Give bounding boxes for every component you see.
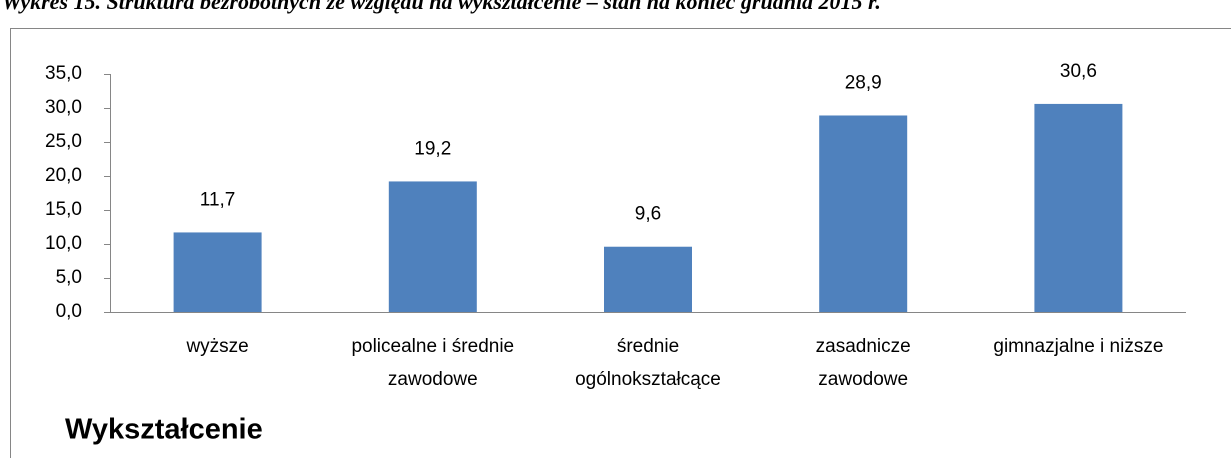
x-tick-label: zawodowe bbox=[818, 369, 908, 390]
chart-frame bbox=[10, 28, 1231, 458]
y-tick-label: 0,0 bbox=[56, 301, 82, 322]
x-tick-label: zawodowe bbox=[388, 369, 478, 390]
bar bbox=[819, 115, 908, 312]
bar bbox=[388, 181, 477, 312]
y-tick-label: 5,0 bbox=[56, 267, 82, 288]
y-tick-label: 35,0 bbox=[45, 63, 82, 84]
x-tick-label: średnie bbox=[617, 336, 679, 357]
y-tick-label: 30,0 bbox=[45, 97, 82, 118]
x-tick-label: policealne i średnie bbox=[351, 336, 514, 357]
data-label: 28,9 bbox=[845, 72, 882, 93]
data-label: 30,6 bbox=[1060, 61, 1097, 82]
data-label: 19,2 bbox=[414, 138, 451, 159]
y-tick-label: 20,0 bbox=[45, 165, 82, 186]
data-label: 9,6 bbox=[635, 204, 661, 225]
x-tick-label: zasadnicze bbox=[816, 336, 911, 357]
x-tick-label: gimnazjalne i niższe bbox=[993, 336, 1163, 357]
y-tick-label: 15,0 bbox=[45, 199, 82, 220]
x-tick-label: ogólnokształcące bbox=[575, 369, 721, 390]
bar bbox=[173, 232, 262, 312]
bar bbox=[604, 246, 692, 312]
data-label: 11,7 bbox=[200, 189, 236, 210]
y-tick-label: 10,0 bbox=[45, 233, 82, 254]
x-tick-label: wyższe bbox=[185, 336, 248, 357]
chart-title: Wykres 15. Struktura bezrobotnych ze wzg… bbox=[2, 0, 881, 14]
y-tick-label: 25,0 bbox=[45, 131, 82, 152]
x-axis-label: Wykształcenie bbox=[65, 414, 263, 446]
bar bbox=[1034, 103, 1123, 312]
